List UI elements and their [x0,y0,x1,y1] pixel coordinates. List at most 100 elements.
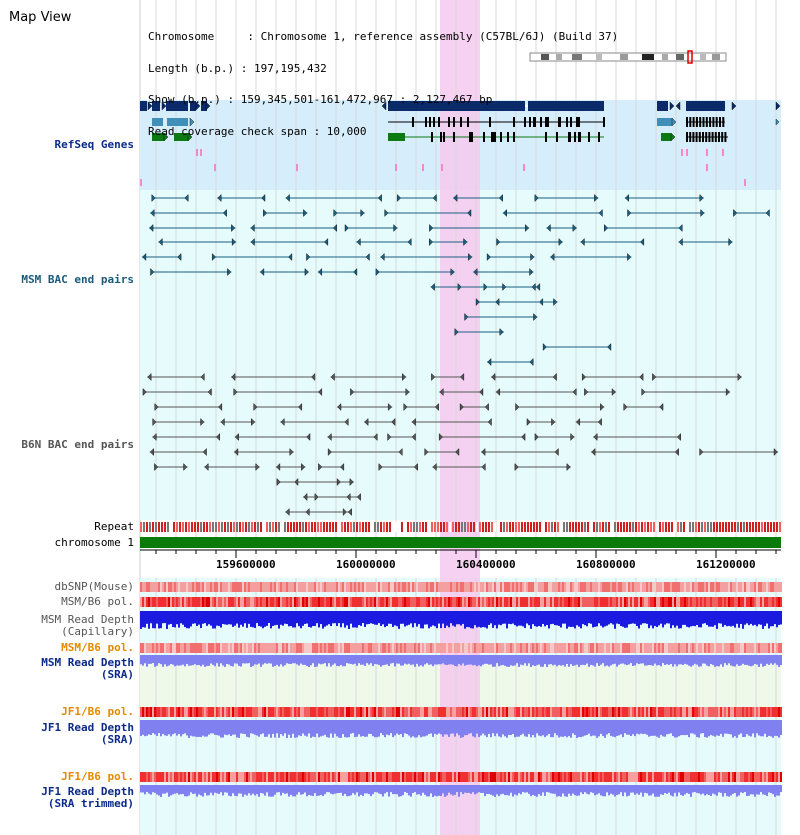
track-label-b6n-bac[interactable]: B6N BAC end pairs [21,438,134,451]
polymorphism-cell [714,597,716,607]
polymorphism-cell [614,643,616,653]
polymorphism-cell [302,643,304,653]
track-label-msm-bac[interactable]: MSM BAC end pairs [21,273,134,286]
depth-bar [302,611,304,626]
depth-bar [206,611,208,626]
strand-arrow [280,418,285,426]
strand-arrow [285,508,290,516]
polymorphism-cell [342,707,344,717]
depth-bar [174,655,176,667]
track-label-msm-depth-cap: MSM Read Depth [41,613,134,626]
polymorphism-cell [630,643,632,653]
polymorphism-cell [744,643,746,653]
polymorphism-cell [488,597,490,607]
polymorphism-cell [380,707,382,717]
depth-bar [564,611,566,624]
depth-bar [196,611,198,626]
strand-arrow [183,463,188,471]
depth-bar [630,785,632,793]
polymorphism-cell [304,582,306,592]
gene-exon [507,132,509,142]
polymorphism-cell [180,707,182,717]
strand-arrow [402,373,407,381]
polymorphism-cell [192,597,194,607]
polymorphism-cell [316,772,318,782]
polymorphism-cell [376,772,378,782]
depth-bar [464,785,466,793]
polymorphism-cell [436,707,438,717]
track-label-dbsnp: dbSNP(Mouse) [54,580,134,593]
depth-bar [406,785,408,793]
polymorphism-cell [614,597,616,607]
strand-arrow [151,194,156,202]
depth-bar [554,655,556,665]
polymorphism-cell [188,597,190,607]
polymorphism-cell [180,643,182,653]
polymorphism-cell [320,707,322,717]
depth-bar [324,655,326,664]
repeat-element [185,522,187,532]
depth-bar [502,655,504,666]
polymorphism-cell [670,643,672,653]
depth-bar [630,611,632,624]
depth-bar [600,720,602,734]
repeat-element [302,522,304,532]
depth-bar [308,785,310,796]
depth-bar [268,655,270,664]
depth-bar [304,720,306,736]
polymorphism-cell [496,772,498,782]
polymorphism-cell [242,597,244,607]
strand-arrow [678,224,683,232]
polymorphism-cell [196,707,198,717]
depth-bar [636,720,638,734]
depth-bar [472,655,474,666]
depth-bar [388,720,390,736]
polymorphism-cell [500,582,502,592]
depth-bar [516,785,518,796]
repeat-element [638,522,640,532]
polymorphism-cell [578,582,580,592]
strand-arrow [424,448,429,456]
polymorphism-cell [460,582,462,592]
depth-bar [442,720,444,737]
depth-bar [626,611,628,628]
strand-arrow [572,224,577,232]
polymorphism-cell [534,582,536,592]
polymorphism-cell [658,707,660,717]
depth-bar [292,611,294,628]
polymorphism-cell [612,643,614,653]
strand-arrow [195,101,201,111]
polymorphism-cell [424,707,426,717]
depth-bar [378,720,380,737]
depth-bar [760,655,762,664]
depth-bar [552,655,554,666]
depth-bar [184,655,186,667]
depth-bar [620,720,622,735]
depth-bar [278,785,280,793]
depth-bar [166,720,168,736]
strand-arrow [207,388,212,396]
depth-bar [444,785,446,797]
depth-bar [430,785,432,794]
polymorphism-cell [274,707,276,717]
depth-bar [420,655,422,666]
polymorphism-cell [584,707,586,717]
polymorphism-cell [424,597,426,607]
polymorphism-cell [374,597,376,607]
repeat-element [719,522,721,532]
depth-bar [492,655,494,667]
strand-arrow [765,209,770,217]
polymorphism-cell [774,597,776,607]
depth-bar [358,720,360,735]
polymorphism-cell [614,582,616,592]
polymorphism-cell [308,582,310,592]
polymorphism-cell [640,597,642,607]
polymorphism-cell [666,707,668,717]
track-label-refseq[interactable]: RefSeq Genes [54,138,134,151]
strand-arrow [340,463,345,471]
depth-bar [432,655,434,667]
polymorphism-cell [474,772,476,782]
polymorphism-cell [664,707,666,717]
depth-bar [776,611,778,628]
